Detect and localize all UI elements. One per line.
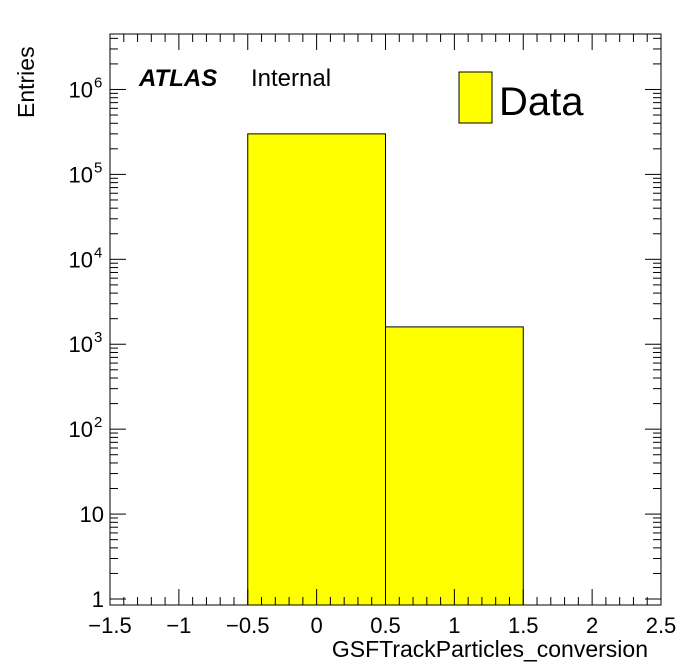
x-tick-label: 2	[586, 613, 598, 638]
y-tick-base: 10	[69, 417, 93, 442]
y-tick-base: 10	[69, 77, 93, 102]
x-tick-label: −1	[166, 613, 191, 638]
x-tick-label: 1.5	[508, 613, 539, 638]
y-tick-exponent: 3	[94, 329, 102, 346]
y-tick-label: 10 5	[69, 159, 103, 187]
x-tick-label: −0.5	[226, 613, 269, 638]
plot-frame	[109, 33, 662, 606]
x-tick-label: 0	[311, 613, 323, 638]
x-tick-label: 2.5	[646, 613, 677, 638]
x-tick-label: 0.5	[370, 613, 401, 638]
legend-swatch-data	[458, 71, 493, 124]
y-axis-label: Entries	[13, 46, 39, 118]
histogram-bar-0	[247, 133, 386, 606]
x-axis-label: GSFTrackParticles_conversion	[332, 636, 648, 662]
histogram-bar-1	[385, 326, 524, 606]
y-tick-base: 10	[69, 247, 93, 272]
y-tick-label: 10 2	[69, 414, 103, 442]
y-tick-exponent: 2	[94, 414, 102, 431]
histogram-bars	[247, 133, 524, 606]
y-tick-label: 10 4	[69, 244, 103, 272]
y-tick-label: 10 6	[69, 74, 103, 102]
y-tick-base: 10	[69, 332, 93, 357]
y-tick-base: 10	[69, 162, 93, 187]
x-tick-label: 1	[448, 613, 460, 638]
y-tick-exponent: 5	[94, 159, 102, 176]
y-tick-exponent: 6	[94, 74, 102, 91]
y-tick-label: 10 3	[69, 329, 103, 357]
y-tick-label: 10	[80, 502, 104, 527]
y-tick-label: 1	[92, 587, 104, 612]
x-tick-labels: −1.5 −1 −0.5 0 0.5 1 1.5 2 2.5	[88, 613, 676, 638]
legend: Data	[458, 71, 584, 124]
atlas-label: ATLAS	[138, 65, 217, 92]
x-tick-label: −1.5	[88, 613, 131, 638]
atlas-status-label: Internal	[251, 65, 331, 92]
y-tick-exponent: 4	[94, 244, 102, 261]
axis-ticks	[109, 34, 662, 605]
y-tick-base: 10	[80, 502, 104, 527]
legend-label-data: Data	[499, 80, 584, 124]
y-tick-base: 1	[92, 587, 104, 612]
